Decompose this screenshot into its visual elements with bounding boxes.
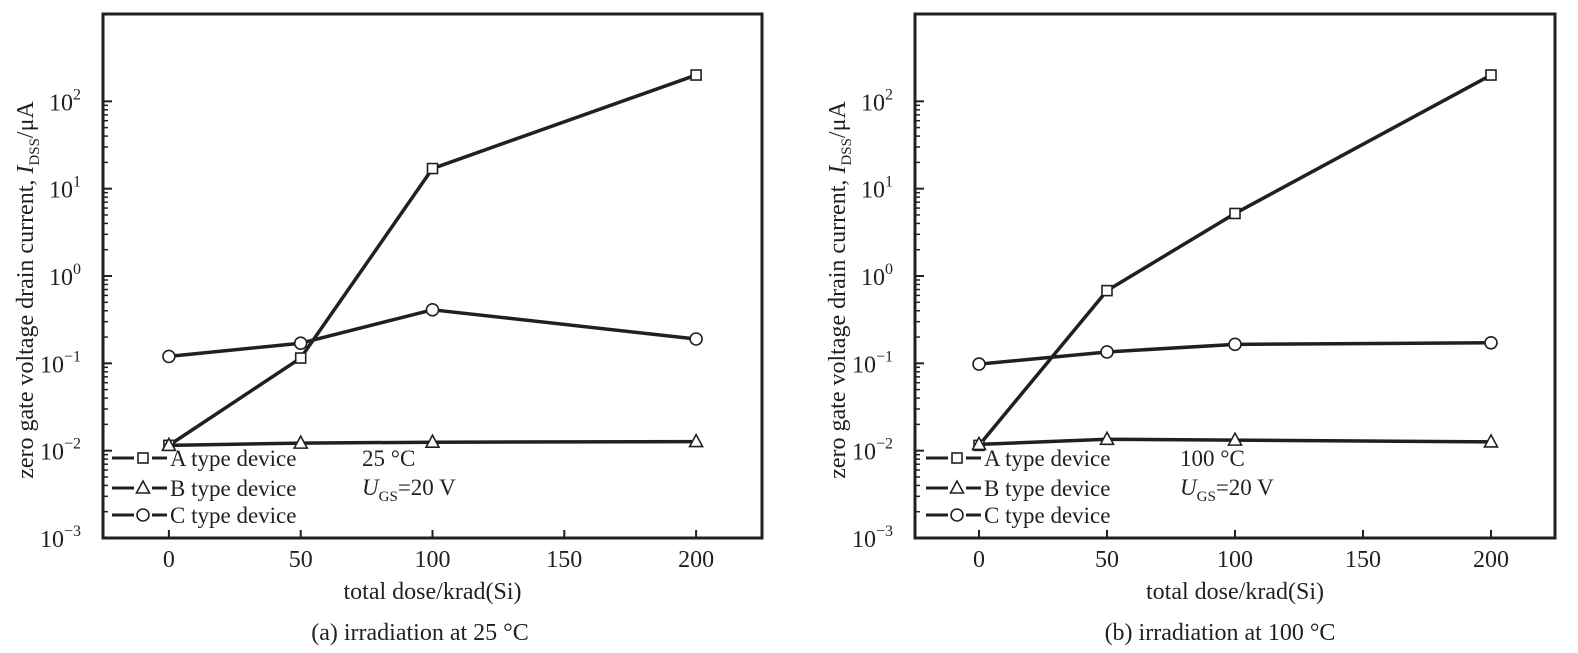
x-axis-title: total dose/krad(Si) (1146, 579, 1324, 605)
data-point-b (1099, 430, 1115, 446)
legend-marker-a (951, 452, 963, 464)
x-tick-label: 50 (289, 547, 313, 573)
chart-b-100c: 0 50 100 150 200 10−3 10−2 10−1 100 101 102 total d… (825, 12, 1557, 646)
y-tick-label: 101 (49, 174, 81, 204)
data-point-b (161, 436, 177, 452)
data-point-c (689, 332, 703, 346)
legend-label-c: C type device (984, 503, 1110, 528)
y-tick-label: 102 (49, 86, 81, 116)
y-tick-label: 10−2 (40, 436, 81, 466)
legend-label-c: C type device (170, 503, 296, 528)
y-tick-label: 100 (861, 261, 893, 291)
x-tick-label: 150 (546, 547, 582, 573)
y-tick-label: 10−1 (852, 348, 893, 378)
legend-marker-c (136, 508, 150, 522)
chart-a-25c: 0 50 100 150 200 10−3 10−2 10−1 100 101 102 total d… (13, 12, 764, 646)
series-line-c (978, 341, 1492, 366)
panel-caption: (b) irradiation at 100 °C (1105, 620, 1336, 646)
x-tick-label: 150 (1345, 547, 1381, 573)
voltage-annotation: UGS=20 V (362, 475, 456, 505)
y-tick-label: 10−2 (852, 436, 893, 466)
data-point-c (972, 357, 986, 371)
series-line-b (168, 439, 697, 448)
series-c (162, 303, 703, 364)
panel-caption: (a) irradiation at 25 °C (311, 620, 529, 646)
temperature-annotation: 25 °C (362, 446, 415, 471)
data-point-c (1228, 337, 1242, 352)
legend-marker-b (949, 479, 965, 494)
data-point-a (1485, 69, 1497, 81)
data-point-b (424, 433, 441, 449)
legend-label-a: A type device (984, 446, 1110, 471)
legend-label-b: B type device (170, 476, 296, 501)
series-line-a (977, 73, 1492, 447)
series-line-b (978, 437, 1492, 447)
data-point-b (1483, 433, 1499, 448)
legend-label-a: A type device (170, 446, 296, 471)
series-c (972, 335, 1498, 371)
legend-marker-c (950, 508, 964, 522)
data-point-b (1227, 431, 1243, 446)
data-point-a (294, 352, 307, 364)
data-point-c (1484, 335, 1498, 350)
series-b (971, 430, 1499, 451)
x-tick-label: 0 (163, 547, 175, 573)
data-point-a (1101, 284, 1113, 297)
data-point-c (293, 336, 308, 351)
data-point-b (688, 432, 704, 448)
data-point-c (162, 349, 176, 364)
data-point-c (425, 303, 440, 317)
x-tick-label: 50 (1095, 547, 1119, 573)
y-tick-label: 100 (49, 261, 81, 291)
series-b (161, 432, 704, 452)
data-point-b (971, 435, 987, 451)
data-point-b (292, 434, 309, 449)
x-tick-label: 0 (973, 547, 985, 573)
x-tick-label: 200 (1473, 547, 1509, 573)
x-tick-label: 100 (415, 547, 451, 573)
data-point-a (690, 69, 702, 81)
x-axis-title: total dose/krad(Si) (344, 579, 522, 605)
legend-marker-a (137, 452, 149, 464)
y-tick-label: 102 (861, 86, 893, 116)
y-tick-label: 10−3 (40, 523, 81, 553)
series-line-a (167, 73, 697, 447)
voltage-annotation: UGS=20 V (1180, 475, 1274, 505)
y-axis-title: zero gate voltage drain current, IDSS/μA (13, 101, 43, 479)
x-tick-label: 200 (678, 547, 714, 573)
data-point-a (426, 162, 439, 175)
y-tick-label: 101 (861, 174, 893, 204)
temperature-annotation: 100 °C (1180, 446, 1245, 471)
data-point-c (1100, 345, 1114, 359)
y-axis-title: zero gate voltage drain current, IDSS/μA (825, 101, 855, 479)
y-tick-label: 10−1 (40, 348, 81, 378)
series-line-c (168, 308, 697, 359)
data-point-a (1229, 207, 1241, 220)
y-tick-label: 10−3 (852, 523, 893, 553)
legend-marker-b (135, 479, 151, 494)
legend-label-b: B type device (984, 476, 1110, 501)
x-tick-label: 100 (1217, 547, 1253, 573)
